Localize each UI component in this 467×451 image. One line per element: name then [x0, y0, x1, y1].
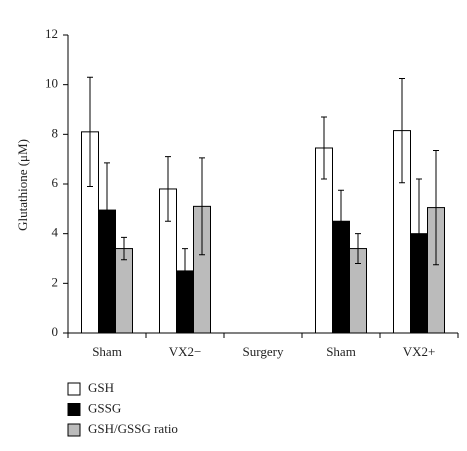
legend-label: GSSG — [88, 400, 121, 415]
y-tick-label: 12 — [45, 26, 58, 41]
x-tick-label: VX2+ — [403, 344, 436, 359]
error-bar — [355, 233, 361, 264]
y-tick-label: 0 — [52, 324, 59, 339]
legend-label: GSH/GSSG ratio — [88, 421, 178, 436]
y-tick-label: 4 — [52, 225, 59, 240]
x-tick-label: Sham — [326, 344, 356, 359]
error-bar — [165, 156, 171, 222]
legend-swatch — [67, 403, 81, 416]
error-bar — [416, 178, 422, 289]
y-tick-label: 6 — [52, 175, 59, 190]
error-bar — [182, 248, 188, 294]
x-tick-label: Surgery — [243, 344, 284, 359]
y-tick-label: 10 — [45, 76, 58, 91]
legend-swatch — [67, 382, 81, 396]
x-tick-label: Sham — [92, 344, 122, 359]
error-bar — [433, 149, 439, 266]
error-bar — [121, 236, 127, 261]
error-bar — [104, 162, 110, 258]
error-bar — [87, 76, 93, 187]
error-bar — [399, 77, 405, 184]
y-tick-label: 2 — [52, 274, 59, 289]
y-tick-label: 8 — [52, 125, 59, 140]
y-axis-title: Glutathione (μM) — [15, 139, 30, 231]
error-bar — [199, 157, 205, 256]
bar — [115, 248, 133, 334]
error-bar — [338, 189, 344, 253]
legend-swatch — [67, 423, 81, 437]
x-tick-label: VX2− — [169, 344, 202, 359]
legend-label: GSH — [88, 380, 114, 395]
error-bar — [321, 116, 327, 180]
